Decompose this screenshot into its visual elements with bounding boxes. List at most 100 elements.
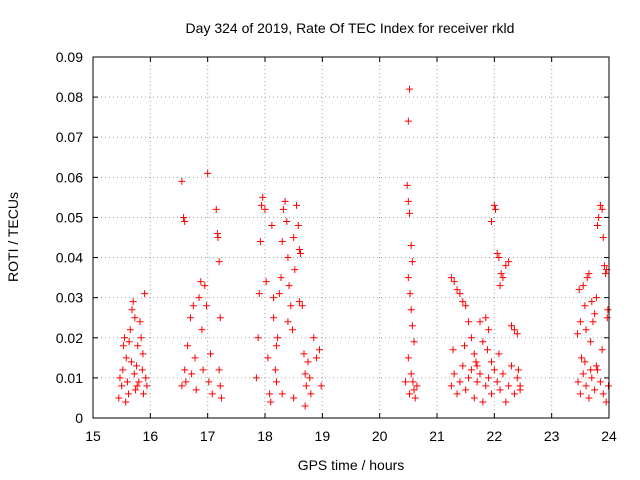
y-axis-label: ROTI / TECUs: [5, 192, 21, 282]
data-point: [576, 390, 584, 398]
data-point: [285, 282, 293, 290]
y-tick-label: 0.03: [56, 290, 83, 306]
data-point: [573, 330, 581, 338]
chart-title: Day 324 of 2019, Rate Of TEC Index for r…: [186, 20, 515, 36]
y-tick-label: 0: [75, 410, 83, 426]
data-point: [485, 326, 493, 334]
data-point: [589, 318, 597, 326]
y-tick-label: 0.05: [56, 209, 83, 225]
data-point: [595, 213, 603, 221]
data-point: [491, 205, 499, 213]
data-point: [118, 382, 126, 390]
data-point: [201, 282, 209, 290]
data-point: [119, 366, 127, 374]
data-point: [410, 386, 418, 394]
data-point: [302, 382, 310, 390]
x-tick-label: 16: [143, 428, 159, 444]
data-point: [267, 398, 275, 406]
data-point: [487, 390, 495, 398]
data-point: [461, 342, 469, 350]
data-point: [217, 394, 225, 402]
data-point: [133, 362, 141, 370]
data-point: [258, 201, 266, 209]
data-point: [178, 382, 186, 390]
data-point: [134, 342, 142, 350]
data-point: [479, 398, 487, 406]
data-point: [582, 382, 590, 390]
data-point: [495, 350, 503, 358]
x-tick-label: 15: [85, 428, 101, 444]
data-point: [403, 181, 411, 189]
data-point: [404, 117, 412, 125]
data-point: [301, 370, 309, 378]
data-point: [131, 314, 139, 322]
data-point: [259, 193, 267, 201]
data-point: [413, 382, 421, 390]
data-point: [453, 390, 461, 398]
data-point: [283, 217, 291, 225]
data-point: [207, 350, 215, 358]
data-point: [139, 350, 147, 358]
y-tick-label: 0.02: [56, 330, 83, 346]
data-point: [126, 326, 134, 334]
data-point: [596, 201, 604, 209]
data-point: [499, 274, 507, 282]
data-point: [143, 382, 151, 390]
data-point: [585, 270, 593, 278]
data-point: [502, 262, 510, 270]
data-point: [272, 342, 280, 350]
data-point: [133, 382, 141, 390]
data-point: [508, 322, 516, 330]
data-point: [493, 378, 501, 386]
data-point: [195, 294, 203, 302]
data-point: [453, 286, 461, 294]
data-point: [581, 358, 589, 366]
data-point: [483, 346, 491, 354]
data-point: [513, 374, 521, 382]
data-point: [594, 221, 602, 229]
data-point: [281, 197, 289, 205]
data-point: [603, 314, 611, 322]
data-point: [575, 286, 583, 294]
data-point: [588, 298, 596, 306]
data-point: [256, 238, 264, 246]
data-point: [599, 390, 607, 398]
data-point: [129, 298, 137, 306]
data-point: [293, 201, 301, 209]
data-point: [252, 374, 260, 382]
data-point: [408, 322, 416, 330]
data-point: [216, 314, 224, 322]
data-point: [600, 262, 608, 270]
data-point: [121, 334, 129, 342]
data-point: [479, 338, 487, 346]
data-point: [135, 378, 143, 386]
data-point: [591, 386, 599, 394]
data-point: [604, 306, 612, 314]
data-point: [290, 394, 298, 402]
data-point: [123, 378, 131, 386]
data-point: [598, 205, 606, 213]
data-point: [125, 338, 133, 346]
data-point: [128, 306, 136, 314]
data-point: [505, 382, 513, 390]
x-tick-label: 23: [544, 428, 560, 444]
y-tick-label: 0.07: [56, 129, 83, 145]
data-point: [487, 217, 495, 225]
x-axis-label: GPS time / hours: [298, 457, 405, 473]
data-point: [291, 266, 299, 274]
data-point: [470, 394, 478, 402]
data-point: [122, 398, 130, 406]
data-point: [295, 298, 303, 306]
data-point: [270, 314, 278, 322]
data-point: [186, 314, 194, 322]
data-point: [482, 314, 490, 322]
data-point: [298, 302, 306, 310]
data-point: [272, 378, 280, 386]
data-point: [270, 294, 278, 302]
data-point: [262, 278, 270, 286]
data-point: [587, 366, 595, 374]
data-point: [579, 282, 587, 290]
data-point: [127, 358, 135, 366]
data-point: [268, 221, 276, 229]
data-point: [191, 354, 199, 362]
